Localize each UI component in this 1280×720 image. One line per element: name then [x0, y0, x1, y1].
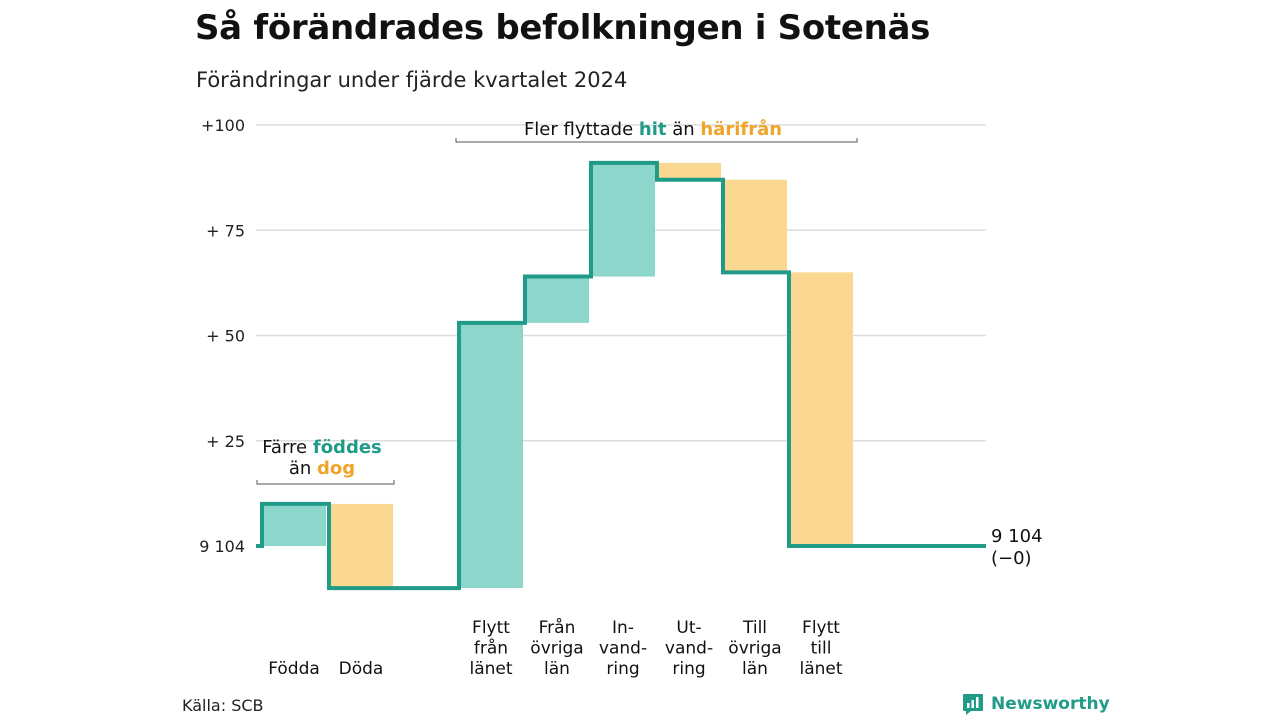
source-label: Källa: SCB [182, 696, 264, 715]
newsworthy-logo-icon [963, 694, 983, 715]
annotation-highlight: hit [639, 119, 667, 140]
category-label: från [474, 638, 508, 659]
category-label: övriga [530, 639, 583, 659]
annotation-text: Fler flyttade [524, 119, 639, 140]
annotation-births-deaths-line1: Färre föddes [262, 437, 382, 458]
cumulative-line [256, 160, 986, 591]
annotation-highlight: härifrån [700, 118, 782, 140]
chart-subtitle: Förändringar under fjärde kvartalet 2024 [196, 68, 628, 92]
category-label: Flytt [472, 618, 510, 638]
category-label: län [742, 659, 768, 679]
category-label: Flytt [802, 618, 840, 638]
annotation-text: än [666, 119, 700, 140]
brand-logo: Newsworthy [961, 692, 1110, 716]
category-label: Ut- [676, 618, 701, 638]
bar [459, 322, 523, 589]
category-label: län [544, 659, 570, 679]
category-label: ring [606, 659, 639, 679]
end-value-label: 9 104 [991, 526, 1043, 547]
y-tick-label: 9 104 [199, 537, 245, 556]
annotation-text: Färre [262, 437, 313, 458]
category-label: Till [742, 618, 767, 638]
annotation-bracket [256, 480, 395, 485]
category-label: vand- [599, 639, 647, 659]
annotation-highlight: föddes [313, 437, 382, 458]
category-label: länet [469, 659, 512, 679]
category-label: vand- [665, 639, 713, 659]
annotation-births-deaths-line2: än dog [289, 458, 355, 479]
bar [657, 162, 721, 180]
annotation-migration: Fler flyttade hit än härifrån [524, 118, 782, 140]
category-label: Döda [339, 659, 384, 679]
category-label: länet [799, 659, 842, 679]
annotation-highlight: dog [317, 458, 355, 479]
bar [262, 503, 326, 546]
y-tick-label: + 75 [206, 221, 245, 240]
annotation-text: än [289, 458, 317, 479]
category-label: till [811, 639, 832, 659]
category-label: In- [612, 618, 634, 638]
y-tick-label: + 25 [206, 432, 245, 451]
bar [723, 179, 787, 273]
y-tick-label: +100 [201, 116, 245, 135]
category-label: Födda [268, 659, 320, 679]
category-label: Från [539, 617, 576, 638]
brand-name: Newsworthy [991, 694, 1110, 714]
bar [591, 162, 655, 277]
bar [525, 276, 589, 323]
annotation-bracket [455, 138, 858, 143]
category-label: ring [672, 659, 705, 679]
end-change-label: (−0) [991, 548, 1032, 569]
chart-title: Så förändrades befolkningen i Sotenäs [195, 8, 931, 48]
bar [789, 272, 853, 546]
bar [329, 503, 393, 589]
category-label: övriga [728, 639, 781, 659]
y-tick-label: + 50 [206, 327, 245, 346]
